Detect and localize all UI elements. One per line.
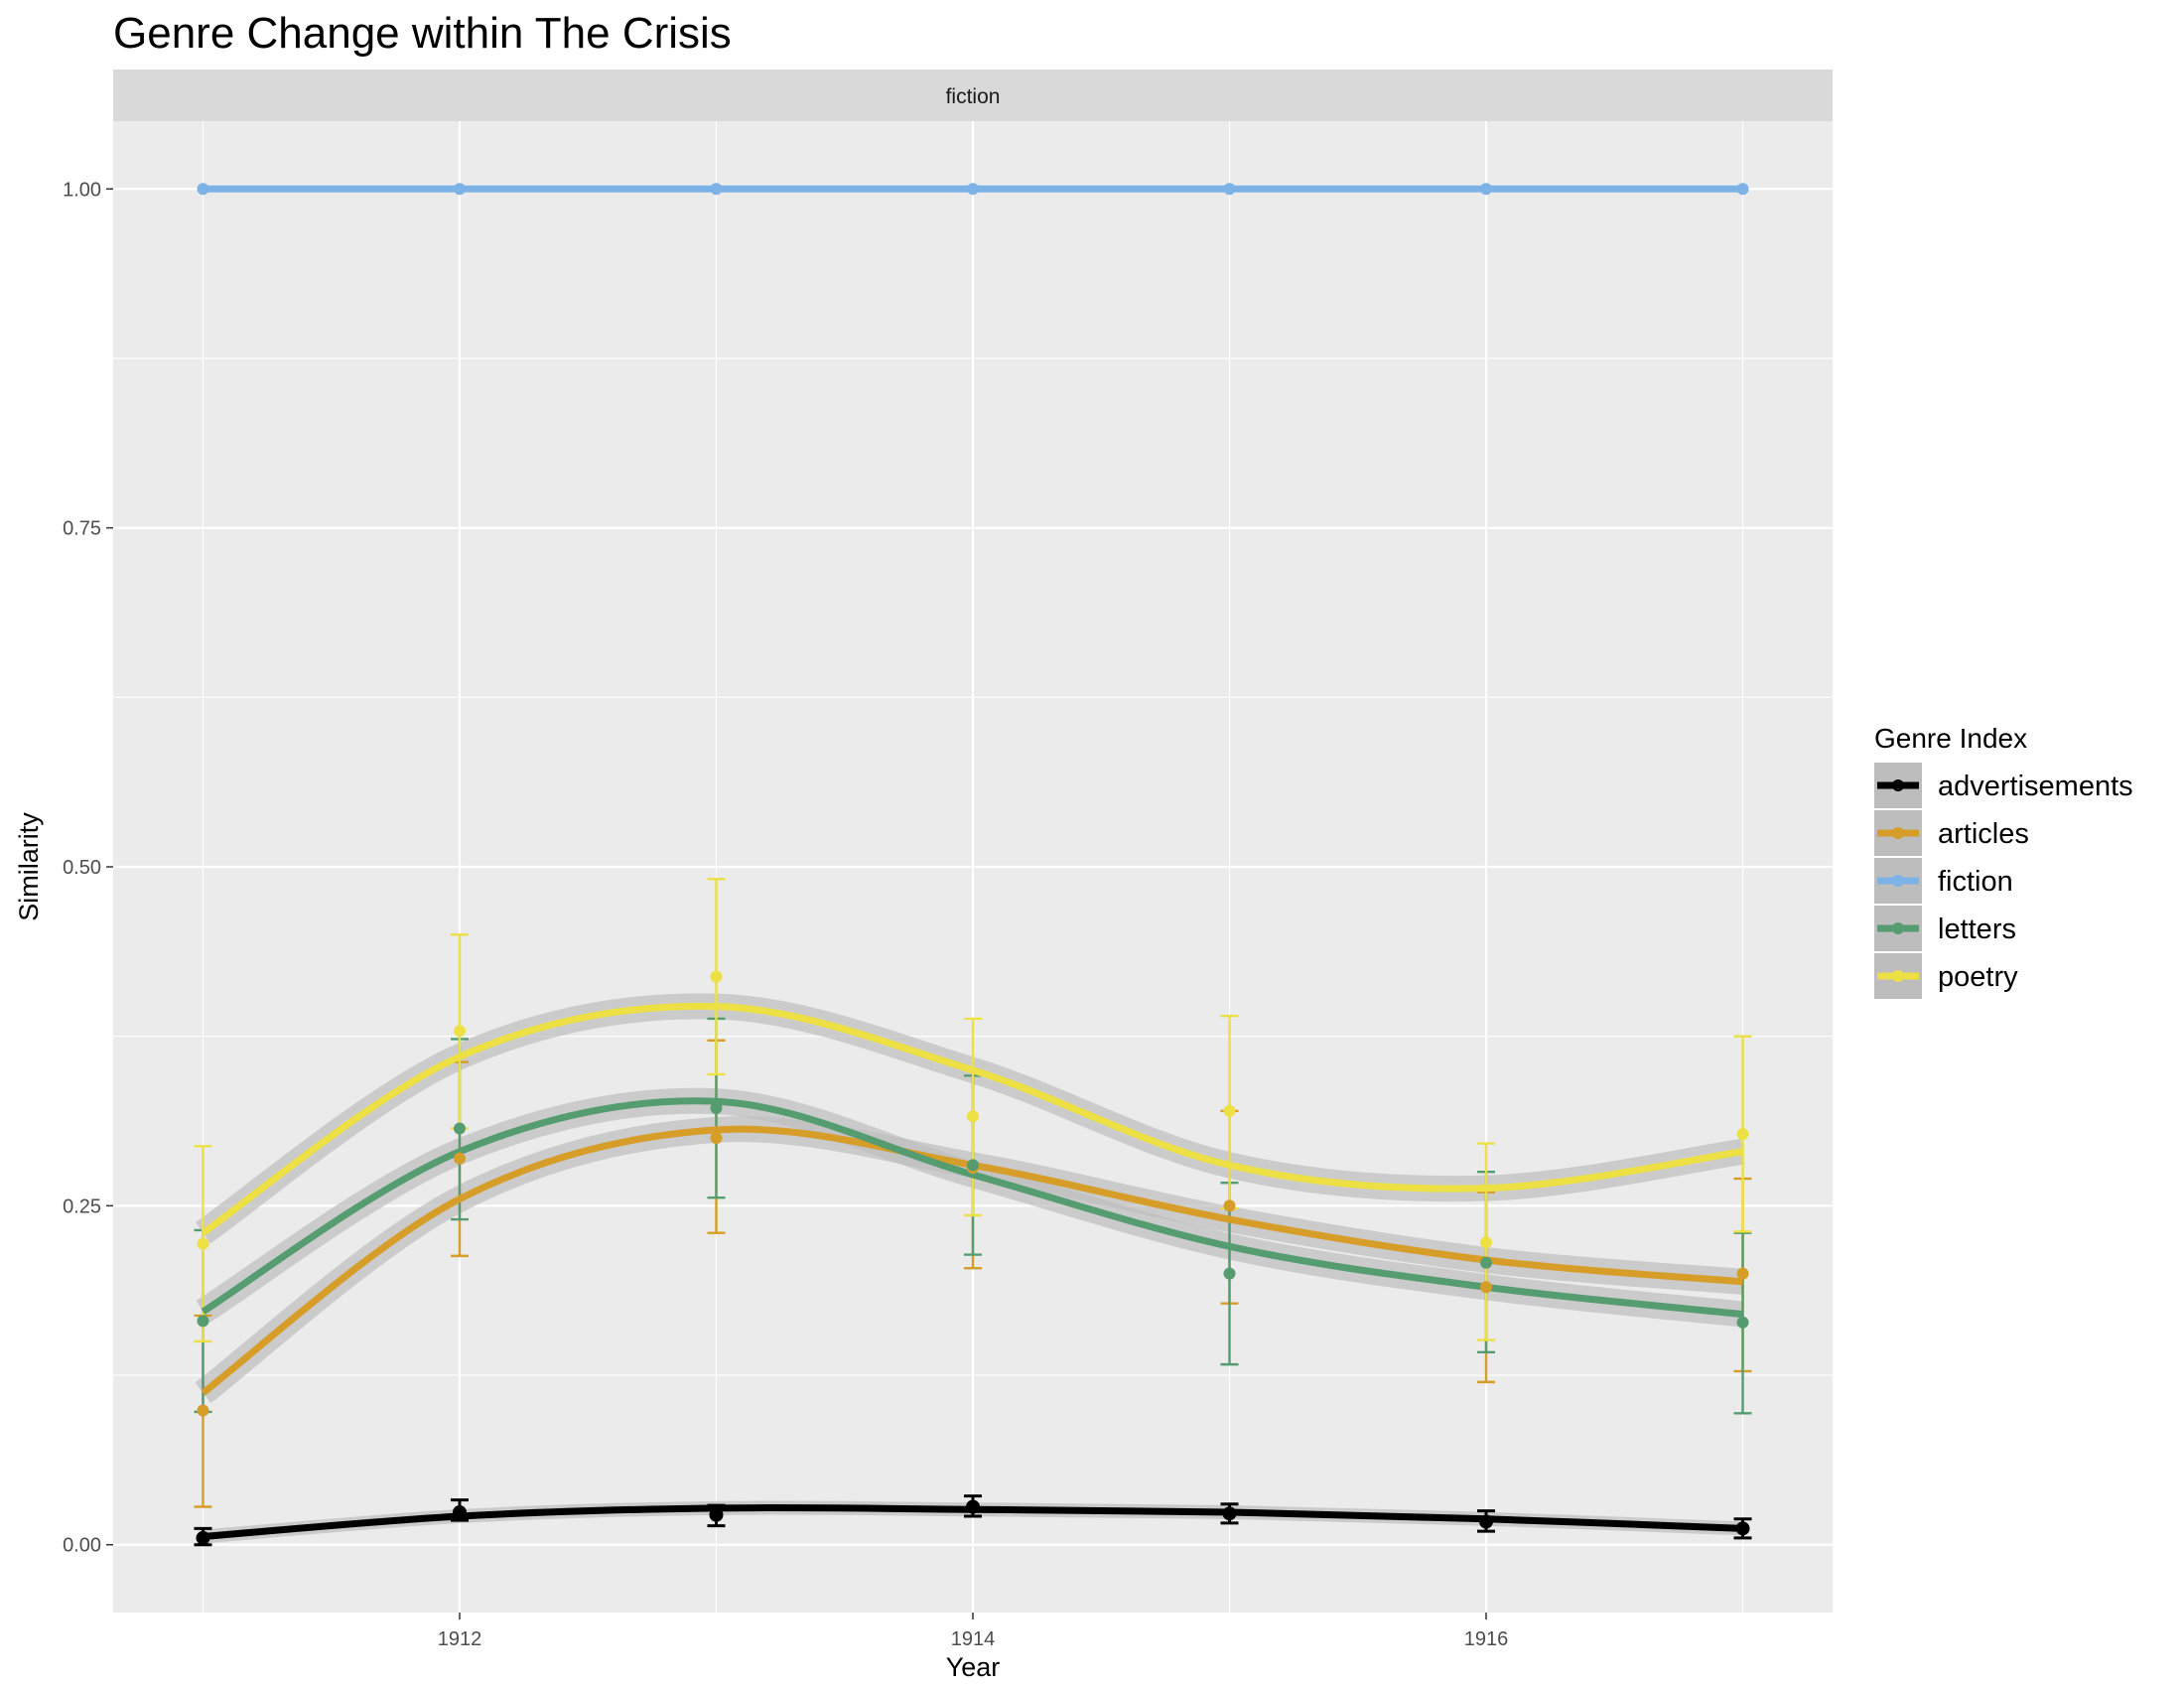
point-letters	[1224, 1268, 1236, 1280]
point-articles	[1480, 1281, 1492, 1293]
point-fiction	[1224, 183, 1236, 195]
point-articles	[710, 1132, 722, 1144]
legend-label-letters: letters	[1938, 914, 2016, 945]
point-fiction	[454, 183, 466, 195]
point-letters	[967, 1159, 979, 1171]
legend-label-articles: articles	[1938, 818, 2029, 850]
point-advertisements	[1736, 1521, 1750, 1535]
legend-point-articles	[1892, 827, 1904, 839]
y-tick-label: 0.00	[63, 1535, 101, 1557]
point-articles	[454, 1153, 466, 1165]
point-fiction	[710, 183, 722, 195]
legend-point-letters	[1892, 922, 1904, 934]
point-fiction	[1480, 183, 1492, 195]
y-tick-label: 0.75	[63, 518, 101, 540]
point-fiction	[967, 183, 979, 195]
chart-title: Genre Change within The Crisis	[113, 9, 732, 58]
point-poetry	[454, 1025, 466, 1037]
point-advertisements	[1479, 1515, 1493, 1529]
legend-title: Genre Index	[1874, 723, 2027, 754]
point-poetry	[1480, 1236, 1492, 1248]
x-tick-label: 1916	[1464, 1628, 1509, 1650]
point-advertisements	[196, 1531, 209, 1545]
y-tick-label: 0.50	[63, 857, 101, 879]
point-poetry	[1224, 1105, 1236, 1117]
point-articles	[1224, 1199, 1236, 1211]
y-axis-title: Similarity	[14, 812, 44, 921]
point-advertisements	[1223, 1506, 1237, 1520]
y-tick-label: 0.25	[63, 1196, 101, 1217]
point-fiction	[197, 183, 208, 195]
legend-label-poetry: poetry	[1938, 961, 2018, 993]
point-letters	[454, 1123, 466, 1135]
point-letters	[710, 1102, 722, 1114]
point-letters	[1737, 1317, 1749, 1329]
x-tick-label: 1912	[438, 1628, 482, 1650]
point-advertisements	[709, 1508, 723, 1522]
legend-point-poetry	[1892, 970, 1904, 982]
x-tick-label: 1914	[951, 1628, 996, 1650]
point-poetry	[710, 971, 722, 983]
point-poetry	[967, 1110, 979, 1122]
point-poetry	[1737, 1128, 1749, 1140]
point-poetry	[197, 1238, 208, 1250]
point-articles	[197, 1405, 208, 1417]
point-articles	[1737, 1268, 1749, 1280]
legend-point-advertisements	[1892, 779, 1904, 791]
legend-label-fiction: fiction	[1938, 866, 2013, 898]
legend-point-fiction	[1892, 875, 1904, 887]
x-axis-title: Year	[946, 1652, 1001, 1682]
point-advertisements	[966, 1499, 980, 1513]
legend-label-advertisements: advertisements	[1938, 771, 2133, 802]
facet-strip-label: fiction	[946, 85, 1001, 108]
point-fiction	[1737, 183, 1749, 195]
point-letters	[197, 1315, 208, 1327]
y-tick-label: 1.00	[63, 179, 101, 201]
point-letters	[1480, 1257, 1492, 1269]
point-advertisements	[453, 1505, 467, 1519]
